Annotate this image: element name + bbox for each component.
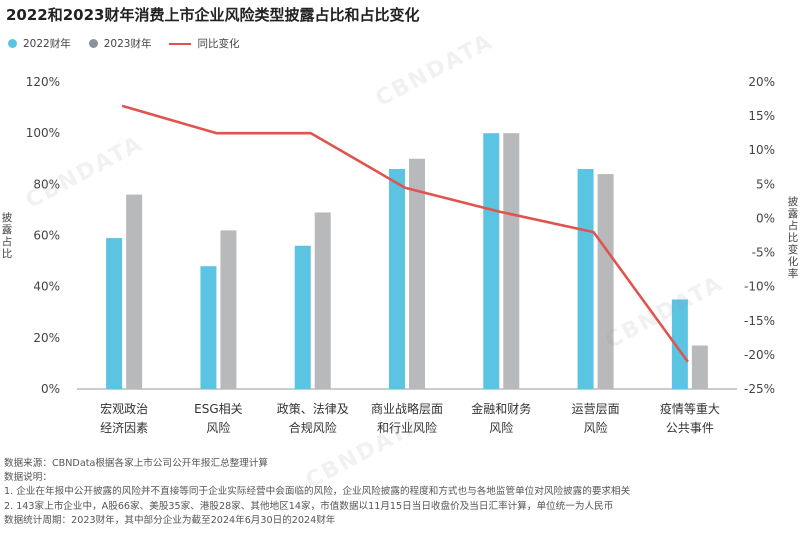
x-tick-label: 合规风险 — [289, 420, 337, 435]
y-left-tick-label: 100% — [26, 126, 60, 140]
legend-swatch-2022 — [8, 39, 17, 48]
y-right-tick-label: 5% — [756, 177, 775, 191]
y-right-tick-label: -5% — [752, 246, 775, 260]
x-tick-label: 商业战略层面 — [371, 401, 443, 416]
yoy-change-line — [121, 104, 689, 363]
y-right-tick-label: 20% — [748, 75, 775, 89]
legend: 2022财年 2023财年 同比变化 — [8, 36, 239, 51]
bar-2022 — [671, 299, 688, 389]
x-tick-label: 宏观政治 — [100, 401, 148, 416]
y-axis-left-label: 披露占比 — [1, 212, 13, 260]
y-right-tick-label: -10% — [744, 280, 775, 294]
note-item-1: 1. 企业在年报中公开披露的风险并不直接等同于企业实际经营中会面临的风险，企业风… — [4, 486, 631, 498]
note-source: 数据来源：CBNData根据各家上市公司公开年报汇总整理计算 — [4, 458, 269, 469]
y-left-tick-label: 0% — [41, 382, 60, 396]
x-tick-label: 经济因素 — [100, 420, 148, 435]
y-right-tick-label: -20% — [744, 348, 775, 362]
x-tick-label: 疫情等重大 — [660, 401, 720, 416]
x-tick-label: 风险 — [584, 420, 608, 435]
x-tick-label: 政策、法律及 — [277, 402, 349, 416]
legend-item-2023: 2023财年 — [88, 36, 152, 51]
bar-2023 — [691, 345, 708, 389]
legend-label-yoy: 同比变化 — [197, 38, 240, 50]
y-right-tick-label: 0% — [756, 211, 775, 225]
legend-label-2022: 2022财年 — [23, 38, 71, 50]
y-left-tick-label: 60% — [33, 229, 60, 243]
y-left-tick-label: 20% — [33, 331, 60, 345]
y-axis-right-label: 披露占比变化率 — [787, 196, 799, 280]
bar-2022 — [577, 168, 594, 389]
chart-svg: 0% 20% 40% 60% 80% 100% 120% -25% -20% -15% -10% -5… — [26, 75, 775, 435]
bar-2022 — [483, 133, 500, 389]
bar-2023 — [409, 158, 425, 389]
bar-2023 — [314, 212, 331, 389]
chart-title: 2022和2023财年消费上市企业风险类型披露占比和占比变化 — [6, 6, 420, 24]
note-item-2: 2. 143家上市企业中，A股66家、美股35家、港股28家、其他地区14家，市… — [4, 500, 614, 512]
notes: 数据来源：CBNData根据各家上市公司公开年报汇总整理计算 数据说明： 1. … — [4, 457, 630, 528]
y-left-tick-label: 120% — [26, 75, 60, 89]
legend-swatch-2023 — [88, 39, 98, 48]
y-right-tick-label: 10% — [748, 143, 775, 157]
legend-label-2023: 2023财年 — [103, 38, 152, 50]
y-right-tick-label: -25% — [744, 382, 775, 396]
x-tick-label: 风险 — [489, 420, 513, 435]
x-tick-label: 公共事件 — [666, 421, 714, 435]
bar-2022 — [294, 245, 311, 389]
legend-item-2022: 2022财年 — [8, 36, 71, 51]
x-tick-label: 风险 — [206, 420, 230, 435]
note-period: 数据统计周期：2023财年，其中部分企业为截至2024年6月30日的2024财年 — [4, 514, 336, 526]
x-tick-label: 和行业风险 — [377, 420, 437, 435]
y-right-tick-label: 15% — [748, 109, 775, 123]
y-right-tick-label: -15% — [744, 314, 775, 328]
bar-2022 — [200, 266, 217, 389]
bar-2022 — [389, 168, 405, 389]
x-tick-label: ESG相关 — [194, 402, 243, 416]
bar-2023 — [503, 133, 520, 389]
bar-2023 — [597, 174, 614, 389]
x-tick-label: 金融和财务 — [471, 401, 531, 416]
legend-swatch-yoy — [169, 42, 192, 45]
legend-item-yoy: 同比变化 — [169, 36, 239, 51]
bar-2023 — [220, 230, 237, 389]
y-left-tick-label: 80% — [33, 177, 60, 191]
x-tick-label: 运营层面 — [572, 402, 620, 416]
note-heading: 数据说明： — [4, 472, 52, 484]
bar-2022 — [106, 238, 123, 389]
y-left-tick-label: 40% — [33, 280, 60, 294]
bar-2023 — [126, 194, 143, 389]
